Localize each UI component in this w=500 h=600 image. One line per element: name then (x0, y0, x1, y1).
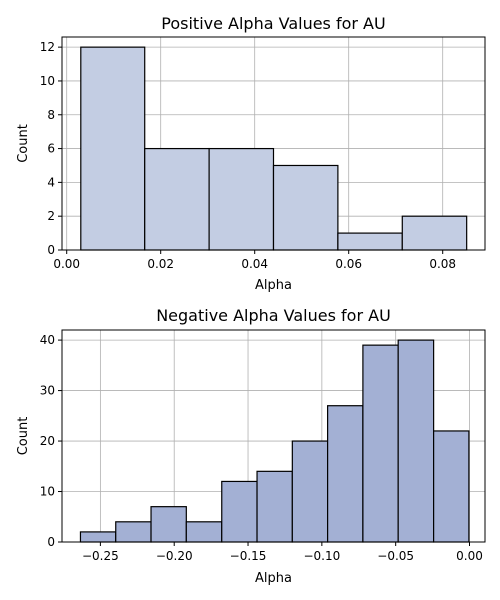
histogram-bar (327, 405, 364, 543)
histogram-bar (272, 164, 339, 251)
y-axis-label: Count (16, 124, 31, 163)
histogram-bar (221, 480, 258, 543)
x-tick-label: 0.00 (53, 257, 80, 271)
chart-title: Negative Alpha Values for AU (156, 306, 391, 325)
histogram-bar (433, 430, 470, 543)
x-tick-label: −0.15 (230, 549, 267, 563)
x-tick-label: 0.08 (429, 257, 456, 271)
histogram-bar (185, 521, 223, 543)
x-tick-label: −0.20 (156, 549, 193, 563)
x-axis-label: Alpha (255, 278, 292, 293)
y-tick-label: 40 (40, 333, 55, 347)
y-tick-label: 20 (40, 434, 55, 448)
x-tick-label: 0.00 (456, 549, 483, 563)
x-tick-label: −0.10 (303, 549, 340, 563)
histogram-bar (397, 339, 435, 543)
negative-alpha-histogram: −0.25 −0.20 −0.15 −0.10 −0.05 0.00 0 10 20 30 40 Ne… (16, 306, 486, 586)
histogram-bar (291, 440, 329, 543)
histogram-bar (79, 531, 117, 543)
chart-title: Positive Alpha Values for AU (161, 14, 385, 33)
y-tick-label: 10 (40, 74, 55, 88)
histogram-bar (80, 46, 146, 251)
histogram-bar (337, 232, 403, 251)
histogram-bar (401, 215, 468, 251)
y-tick-label: 0 (47, 243, 55, 257)
axes-frame (61, 329, 486, 543)
y-tick-label: 6 (47, 142, 55, 156)
x-tick-label: 0.02 (147, 257, 174, 271)
x-tick-label: 0.06 (335, 257, 362, 271)
x-axis-label: Alpha (255, 571, 292, 586)
histogram-bar (362, 344, 399, 543)
x-tick-label: 0.04 (241, 257, 268, 271)
x-tick-label: −0.05 (377, 549, 414, 563)
y-tick-label: 12 (40, 40, 55, 54)
histogram-bar (144, 147, 210, 251)
histogram-bar (115, 521, 152, 543)
y-tick-label: 8 (47, 108, 55, 122)
positive-alpha-histogram: 0.00 0.02 0.04 0.06 0.08 0 2 4 6 8 10 12 Positive Al… (16, 14, 486, 293)
y-axis-label: Count (16, 417, 31, 456)
y-tick-label: 30 (40, 384, 55, 398)
histogram-bar (150, 506, 187, 543)
y-tick-label: 10 (40, 485, 55, 499)
y-tick-label: 2 (47, 209, 55, 223)
plot-area: 0.00 0.02 0.04 0.06 0.08 0 2 4 6 8 10 12 (40, 36, 486, 271)
histogram-bar (256, 470, 293, 543)
plot-area: −0.25 −0.20 −0.15 −0.10 −0.05 0.00 0 10 20 30 40 (40, 329, 486, 563)
x-tick-label: −0.25 (82, 549, 119, 563)
axes-frame (61, 36, 486, 251)
y-tick-label: 0 (47, 535, 55, 549)
y-tick-label: 4 (47, 175, 55, 189)
histogram-bar (208, 147, 275, 251)
